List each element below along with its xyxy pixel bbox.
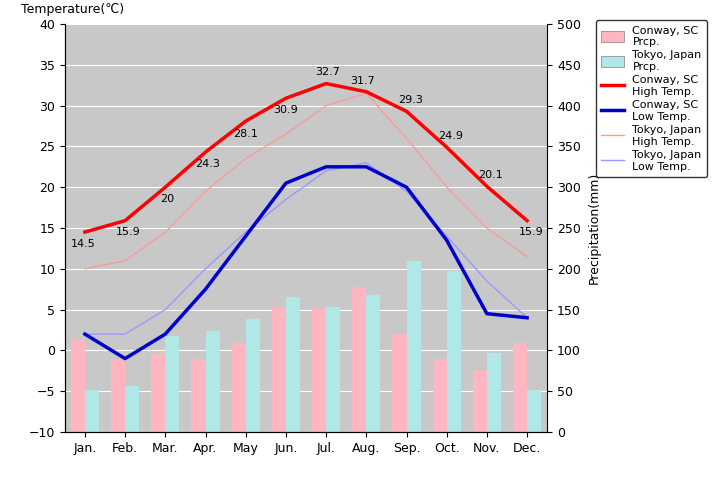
Bar bbox=[527, 390, 541, 432]
Bar bbox=[326, 307, 340, 432]
Bar bbox=[192, 360, 205, 432]
Bar bbox=[487, 353, 501, 432]
Text: 29.3: 29.3 bbox=[398, 95, 423, 105]
Text: Temperature(℃): Temperature(℃) bbox=[22, 3, 125, 16]
Text: 28.1: 28.1 bbox=[233, 130, 258, 139]
Bar bbox=[85, 390, 99, 432]
Bar bbox=[312, 308, 326, 432]
Bar bbox=[71, 339, 85, 432]
Bar bbox=[125, 386, 139, 432]
Bar bbox=[246, 319, 260, 432]
Text: 14.5: 14.5 bbox=[71, 239, 95, 249]
Text: 24.3: 24.3 bbox=[195, 159, 220, 169]
Text: 32.7: 32.7 bbox=[315, 67, 341, 77]
Bar bbox=[352, 287, 366, 432]
Bar bbox=[366, 295, 380, 432]
Bar bbox=[111, 360, 125, 432]
Text: 31.7: 31.7 bbox=[350, 75, 374, 85]
Text: 20: 20 bbox=[161, 194, 174, 204]
Bar bbox=[433, 360, 446, 432]
Bar bbox=[272, 308, 286, 432]
Bar bbox=[513, 343, 527, 432]
Bar bbox=[232, 343, 246, 432]
Bar bbox=[407, 261, 420, 432]
Legend: Conway, SC
Prcp., Tokyo, Japan
Prcp., Conway, SC
High Temp., Conway, SC
Low Temp: Conway, SC Prcp., Tokyo, Japan Prcp., Co… bbox=[595, 20, 707, 177]
Bar bbox=[166, 336, 179, 432]
Bar bbox=[151, 354, 166, 432]
Text: 24.9: 24.9 bbox=[438, 131, 463, 141]
Bar bbox=[286, 297, 300, 432]
Text: 15.9: 15.9 bbox=[116, 228, 140, 237]
Y-axis label: Precipitation(mm): Precipitation(mm) bbox=[588, 172, 601, 284]
Text: 15.9: 15.9 bbox=[518, 228, 544, 237]
Bar bbox=[205, 331, 220, 432]
Bar bbox=[473, 370, 487, 432]
Text: 30.9: 30.9 bbox=[274, 105, 298, 115]
Bar bbox=[392, 334, 407, 432]
Text: 20.1: 20.1 bbox=[479, 170, 503, 180]
Bar bbox=[446, 271, 461, 432]
